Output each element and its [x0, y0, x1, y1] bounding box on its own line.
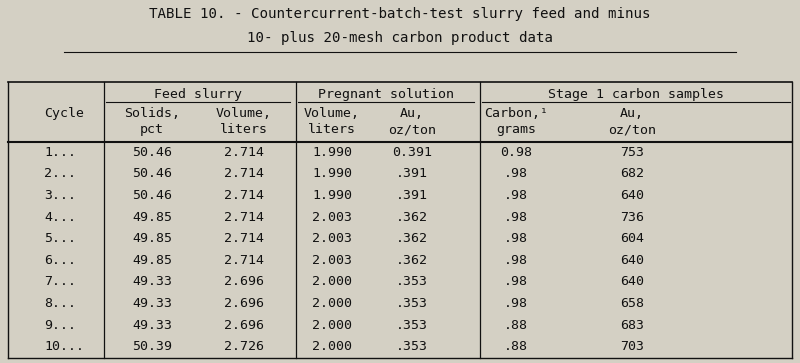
Text: 736: 736: [620, 211, 644, 224]
Text: liters: liters: [220, 123, 268, 136]
Text: 2...: 2...: [44, 167, 76, 180]
Text: Feed slurry: Feed slurry: [154, 88, 242, 101]
Text: 682: 682: [620, 167, 644, 180]
Text: 1...: 1...: [44, 146, 76, 159]
Text: Stage 1 carbon samples: Stage 1 carbon samples: [548, 88, 724, 101]
Text: 2.696: 2.696: [224, 276, 264, 289]
Text: 5...: 5...: [44, 232, 76, 245]
Text: 2.696: 2.696: [224, 297, 264, 310]
Text: 658: 658: [620, 297, 644, 310]
Text: .98: .98: [504, 297, 528, 310]
Text: .98: .98: [504, 189, 528, 202]
Text: 2.696: 2.696: [224, 319, 264, 332]
Text: 2.714: 2.714: [224, 211, 264, 224]
Text: .353: .353: [396, 319, 428, 332]
Text: 50.39: 50.39: [132, 340, 172, 353]
Text: .391: .391: [396, 189, 428, 202]
Text: 10- plus 20-mesh carbon product data: 10- plus 20-mesh carbon product data: [247, 31, 553, 45]
Text: 2.726: 2.726: [224, 340, 264, 353]
Text: 8...: 8...: [44, 297, 76, 310]
Text: 6...: 6...: [44, 254, 76, 267]
Text: 604: 604: [620, 232, 644, 245]
Text: 683: 683: [620, 319, 644, 332]
Text: .98: .98: [504, 254, 528, 267]
Text: 2.003: 2.003: [312, 232, 352, 245]
Text: 0.98: 0.98: [500, 146, 532, 159]
Text: Volume,: Volume,: [304, 107, 360, 120]
Text: 0.391: 0.391: [392, 146, 432, 159]
Text: Au,: Au,: [400, 107, 424, 120]
Text: .362: .362: [396, 254, 428, 267]
Text: 49.85: 49.85: [132, 232, 172, 245]
Text: 2.000: 2.000: [312, 340, 352, 353]
Text: 7...: 7...: [44, 276, 76, 289]
Text: 2.000: 2.000: [312, 297, 352, 310]
Text: 50.46: 50.46: [132, 189, 172, 202]
Text: 2.714: 2.714: [224, 167, 264, 180]
Text: 50.46: 50.46: [132, 146, 172, 159]
Text: grams: grams: [496, 123, 536, 136]
Text: 2.003: 2.003: [312, 254, 352, 267]
Text: 640: 640: [620, 254, 644, 267]
Text: 2.714: 2.714: [224, 189, 264, 202]
Text: 2.714: 2.714: [224, 146, 264, 159]
Text: .88: .88: [504, 340, 528, 353]
Text: oz/ton: oz/ton: [608, 123, 656, 136]
Text: liters: liters: [308, 123, 356, 136]
Text: 49.33: 49.33: [132, 276, 172, 289]
Text: .362: .362: [396, 232, 428, 245]
Text: 703: 703: [620, 340, 644, 353]
Text: .98: .98: [504, 167, 528, 180]
Text: 10...: 10...: [44, 340, 84, 353]
Text: .362: .362: [396, 211, 428, 224]
Text: 49.33: 49.33: [132, 319, 172, 332]
Text: .353: .353: [396, 297, 428, 310]
Text: 2.714: 2.714: [224, 254, 264, 267]
Text: 640: 640: [620, 276, 644, 289]
Text: 2.003: 2.003: [312, 211, 352, 224]
Text: 1.990: 1.990: [312, 189, 352, 202]
Text: 4...: 4...: [44, 211, 76, 224]
Text: .353: .353: [396, 276, 428, 289]
Text: TABLE 10. - Countercurrent-batch-test slurry feed and minus: TABLE 10. - Countercurrent-batch-test sl…: [150, 7, 650, 21]
Text: Solids,: Solids,: [124, 107, 180, 120]
Text: Au,: Au,: [620, 107, 644, 120]
Text: 753: 753: [620, 146, 644, 159]
Text: Volume,: Volume,: [216, 107, 272, 120]
Text: Pregnant solution: Pregnant solution: [318, 88, 454, 101]
Text: 2.714: 2.714: [224, 232, 264, 245]
Text: Carbon,¹: Carbon,¹: [484, 107, 548, 120]
Text: 1.990: 1.990: [312, 167, 352, 180]
Text: 9...: 9...: [44, 319, 76, 332]
Text: 640: 640: [620, 189, 644, 202]
Text: .98: .98: [504, 211, 528, 224]
Text: 49.33: 49.33: [132, 297, 172, 310]
Text: oz/ton: oz/ton: [388, 123, 436, 136]
Text: .391: .391: [396, 167, 428, 180]
Text: .98: .98: [504, 232, 528, 245]
Text: 2.000: 2.000: [312, 276, 352, 289]
Text: .98: .98: [504, 276, 528, 289]
Text: 49.85: 49.85: [132, 211, 172, 224]
Text: 49.85: 49.85: [132, 254, 172, 267]
Text: 50.46: 50.46: [132, 167, 172, 180]
Text: 2.000: 2.000: [312, 319, 352, 332]
Text: .353: .353: [396, 340, 428, 353]
Text: pct: pct: [140, 123, 164, 136]
Text: 1.990: 1.990: [312, 146, 352, 159]
Text: Cycle: Cycle: [44, 107, 84, 120]
Text: 3...: 3...: [44, 189, 76, 202]
Text: .88: .88: [504, 319, 528, 332]
